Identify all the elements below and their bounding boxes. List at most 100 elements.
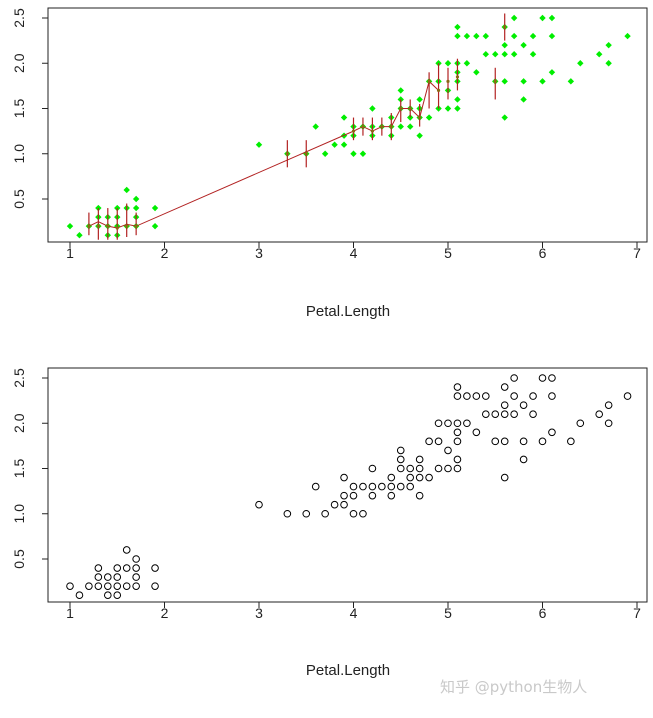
data-point — [463, 60, 471, 67]
data-point — [132, 564, 140, 572]
data-point — [624, 32, 631, 40]
data-point — [548, 69, 556, 76]
data-point — [255, 500, 263, 509]
x-tick-label: 7 — [633, 605, 641, 621]
data-point — [94, 564, 103, 572]
data-point — [510, 374, 518, 382]
data-point — [94, 582, 103, 590]
data-point — [596, 51, 603, 58]
data-point — [113, 582, 122, 590]
data-point — [604, 401, 613, 409]
y-tick-label: 1.0 — [11, 504, 27, 524]
data-point — [85, 582, 93, 590]
data-point — [491, 410, 500, 419]
y-tick-label: 2.0 — [11, 53, 27, 73]
data-point — [321, 509, 329, 518]
data-point — [104, 591, 112, 600]
data-point — [539, 14, 546, 22]
data-point — [454, 23, 461, 31]
data-point — [501, 78, 508, 85]
data-point — [548, 14, 556, 22]
data-point — [472, 428, 481, 437]
data-point — [151, 222, 159, 230]
y-tick-label: 1.0 — [11, 144, 27, 164]
data-point — [415, 464, 424, 473]
data-point — [425, 114, 433, 121]
data-point — [500, 401, 509, 409]
plot-frame — [47, 7, 648, 243]
data-point — [500, 410, 509, 419]
y-tick-label: 2.5 — [11, 8, 27, 28]
data-point — [605, 60, 612, 67]
data-point — [123, 186, 130, 194]
error-bar-center — [304, 152, 308, 156]
data-point — [453, 464, 462, 473]
data-point — [368, 482, 377, 491]
data-point — [482, 410, 490, 419]
data-point — [473, 69, 480, 76]
data-point — [396, 455, 405, 464]
data-point — [94, 573, 103, 581]
data-point — [500, 437, 509, 446]
data-point — [312, 123, 319, 130]
data-point — [510, 51, 518, 58]
data-point — [387, 482, 396, 491]
data-point — [76, 232, 83, 239]
data-point — [132, 555, 140, 563]
data-point — [520, 96, 527, 103]
data-point — [463, 32, 471, 40]
x-tick-label: 3 — [255, 605, 263, 621]
x-axis-label: Petal.Length — [306, 303, 390, 320]
data-point — [434, 464, 443, 473]
data-point — [415, 473, 424, 482]
x-tick-label: 2 — [161, 245, 169, 261]
data-point — [132, 204, 140, 212]
error-bar-center — [455, 75, 460, 79]
data-point — [66, 582, 74, 590]
data-point — [122, 582, 131, 590]
data-point — [340, 473, 348, 482]
data-point — [311, 482, 320, 491]
error-bar-center — [125, 224, 129, 228]
data-point — [132, 582, 140, 590]
data-point — [529, 392, 537, 400]
data-point — [434, 437, 443, 446]
x-axis-label: Petal.Length — [306, 662, 390, 679]
error-bar-center — [427, 79, 431, 83]
data-point — [151, 564, 159, 572]
data-point — [104, 573, 112, 581]
y-tick-label: 0.5 — [11, 549, 27, 569]
data-point — [510, 32, 518, 40]
data-point — [548, 392, 556, 400]
data-point — [369, 105, 376, 112]
data-point — [330, 500, 339, 509]
data-point — [567, 78, 575, 85]
data-point — [132, 195, 140, 203]
x-tick-label: 6 — [539, 245, 547, 261]
data-point — [415, 491, 424, 500]
data-point — [500, 473, 509, 482]
data-point — [463, 419, 471, 428]
data-point — [132, 573, 140, 581]
watermark-text: 知乎 @python生物人 — [440, 678, 587, 696]
data-point — [340, 141, 348, 148]
data-point — [472, 392, 481, 400]
data-point — [510, 14, 518, 22]
data-point — [302, 509, 311, 518]
x-tick-label: 3 — [255, 245, 263, 261]
x-tick-label: 5 — [444, 605, 452, 621]
data-point — [529, 51, 537, 58]
data-point — [434, 419, 443, 428]
x-tick-label: 7 — [633, 245, 641, 261]
data-point — [104, 582, 112, 590]
error-bar-center — [134, 224, 138, 228]
error-bar-center — [106, 224, 110, 228]
data-point — [473, 32, 480, 40]
data-point — [519, 401, 528, 409]
data-point — [444, 446, 452, 455]
data-point — [520, 41, 527, 49]
data-point — [368, 464, 377, 473]
error-bar-center — [285, 152, 289, 156]
data-point — [595, 410, 604, 419]
data-point — [122, 564, 131, 572]
